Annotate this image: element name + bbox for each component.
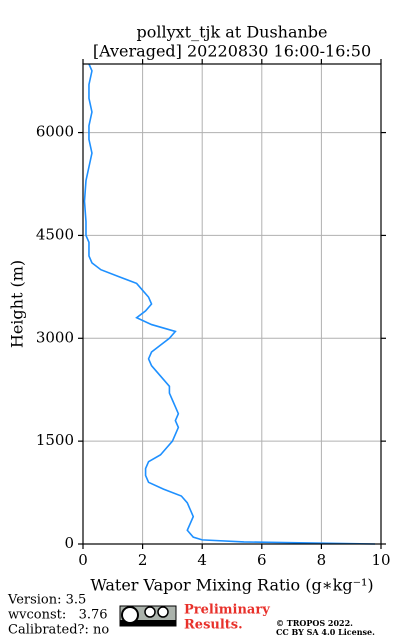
calibrated-text: Calibrated?: no [8, 623, 109, 638]
plot-frame [82, 63, 382, 545]
y-tick-label: 1500 [36, 431, 74, 449]
copyright-text: © TROPOS 2022. [276, 618, 353, 628]
y-tick-label: 4500 [36, 225, 74, 243]
x-tick-label: 2 [138, 551, 148, 569]
x-tick-label: 6 [257, 551, 267, 569]
x-tick-label: 10 [371, 551, 390, 569]
cc-logo [119, 605, 177, 627]
chart-subtitle: [Averaged] 20220830 16:00-16:50 [93, 42, 371, 61]
x-tick-label: 4 [197, 551, 207, 569]
plot-area: 0 2 4 6 8 10 0 1500 3000 4500 6000 [36, 59, 391, 569]
profile-line [83, 63, 376, 545]
x-tick-label: 0 [78, 551, 88, 569]
y-tick-label: 6000 [36, 123, 74, 141]
license-text: CC BY SA 4.0 License. [276, 627, 375, 637]
x-tick-label: 8 [317, 551, 327, 569]
y-tick-label: 0 [64, 534, 74, 552]
preliminary-text: Preliminary [184, 603, 270, 618]
version-text: Version: 3.5 [7, 593, 86, 608]
chart-title: pollyxt_tjk at Dushanbe [136, 23, 327, 42]
y-tick-label: 3000 [36, 328, 74, 346]
wvconst-text: wvconst: 3.76 [8, 608, 108, 623]
results-text: Results. [184, 618, 243, 633]
y-axis-label: Height (m) [8, 260, 27, 348]
x-axis-label: Water Vapor Mixing Ratio (g∗kg⁻¹) [90, 576, 373, 595]
